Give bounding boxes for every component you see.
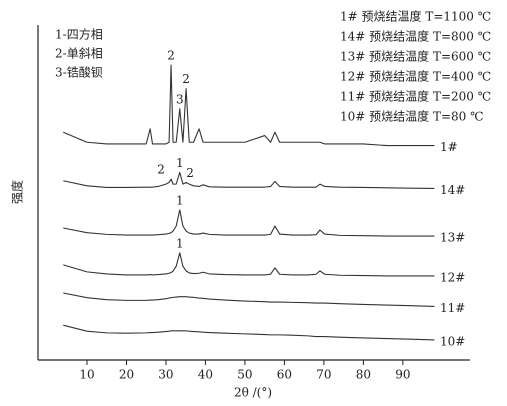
peak-annotation: 1 xyxy=(176,236,184,250)
series-line xyxy=(63,252,435,277)
series-line xyxy=(63,64,435,147)
series-label: 1# xyxy=(440,140,458,154)
x-tick-label: 50 xyxy=(237,368,252,382)
x-tick-label: 90 xyxy=(395,368,410,382)
peak-annotation: 2 xyxy=(167,49,175,63)
series-description: 13# 预烧结温度 T=600 ℃ xyxy=(340,49,491,64)
series-description: 10# 预烧结温度 T=80 ℃ xyxy=(340,109,484,124)
series-description: 1# 预烧结温度 T=1100 ℃ xyxy=(340,9,491,24)
x-tick-label: 10 xyxy=(79,368,94,382)
x-axis-label: 2θ /(°) xyxy=(234,386,272,400)
peak-annotation: 1 xyxy=(176,156,184,170)
peak-annotation: 3 xyxy=(176,92,184,106)
series-line xyxy=(63,209,435,237)
phase-legend-entry: 3-锆酸钡 xyxy=(55,65,103,80)
series-description: 14# 预烧结温度 T=800 ℃ xyxy=(340,29,491,44)
series-description: 12# 预烧结温度 T=400 ℃ xyxy=(340,69,491,84)
series-description: 11# 预烧结温度 T=200 ℃ xyxy=(340,89,491,104)
phase-legend-entry: 2-单斜相 xyxy=(55,47,103,61)
phase-legend-entry: 1-四方相 xyxy=(55,27,103,42)
series-label: 12# xyxy=(440,270,465,284)
series-line xyxy=(63,171,435,190)
series-line xyxy=(63,292,435,307)
series-label: 10# xyxy=(440,334,465,348)
x-tick-label: 20 xyxy=(119,368,134,382)
series-line xyxy=(63,324,435,341)
series-label: 13# xyxy=(440,231,465,245)
peak-annotation: 1 xyxy=(176,193,184,207)
peak-annotation: 2 xyxy=(186,166,194,180)
x-tick-label: 40 xyxy=(198,368,213,382)
series-label: 14# xyxy=(440,183,465,197)
series-label: 11# xyxy=(440,301,465,315)
x-tick-label: 60 xyxy=(277,368,292,382)
x-tick-label: 30 xyxy=(158,368,173,382)
x-tick-label: 80 xyxy=(356,368,371,382)
peak-annotation: 2 xyxy=(182,72,190,86)
x-tick-label: 70 xyxy=(316,368,331,382)
y-axis-label: 强度 xyxy=(10,180,25,204)
peak-annotation: 2 xyxy=(157,163,165,177)
